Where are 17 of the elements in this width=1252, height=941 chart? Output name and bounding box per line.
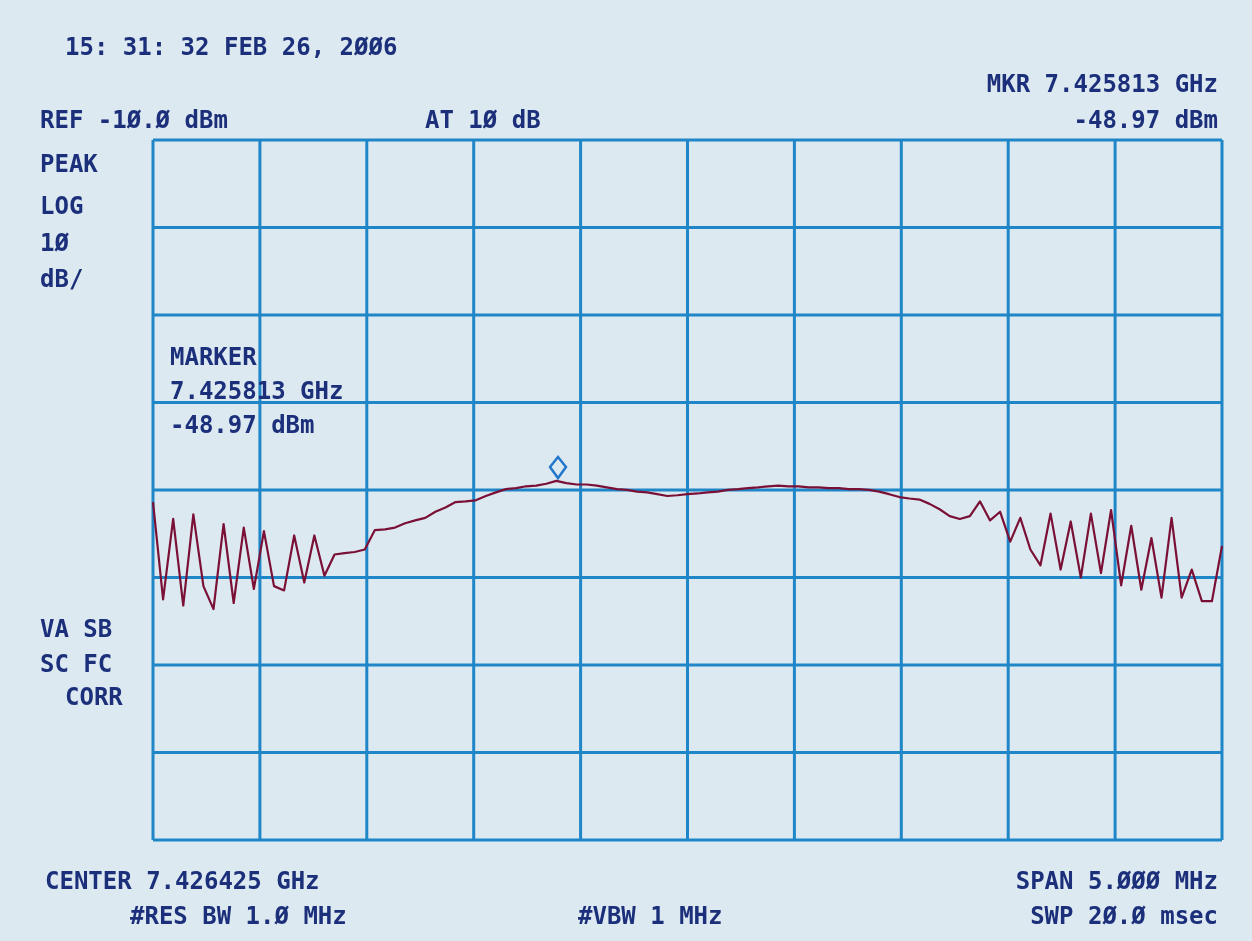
text: SPAN 5.ØØØ MHz: [1015, 866, 1218, 897]
text: AT 1Ø dB: [425, 105, 541, 136]
text: 15: 31: 32 FEB 26, 2ØØ6: [65, 32, 398, 63]
text: LOG: [40, 191, 84, 222]
text: REF -1Ø.Ø dBm: [40, 105, 228, 136]
text: #VBW 1 MHz: [578, 901, 723, 932]
text: 1Ø: [40, 228, 69, 259]
text: VA SB: [40, 614, 113, 645]
text: #RES BW 1.Ø MHz: [130, 901, 347, 932]
text: dB/: [40, 264, 84, 295]
text: CORR: [65, 682, 123, 713]
text: SWP 2Ø.Ø msec: [1030, 901, 1218, 932]
text: MKR 7.425813 GHz: [986, 69, 1218, 100]
text: -48.97 dBm: [1073, 105, 1218, 136]
text: PEAK: [40, 149, 98, 180]
text: SC FC: [40, 649, 113, 680]
text: CENTER 7.426425 GHz: [45, 866, 320, 897]
